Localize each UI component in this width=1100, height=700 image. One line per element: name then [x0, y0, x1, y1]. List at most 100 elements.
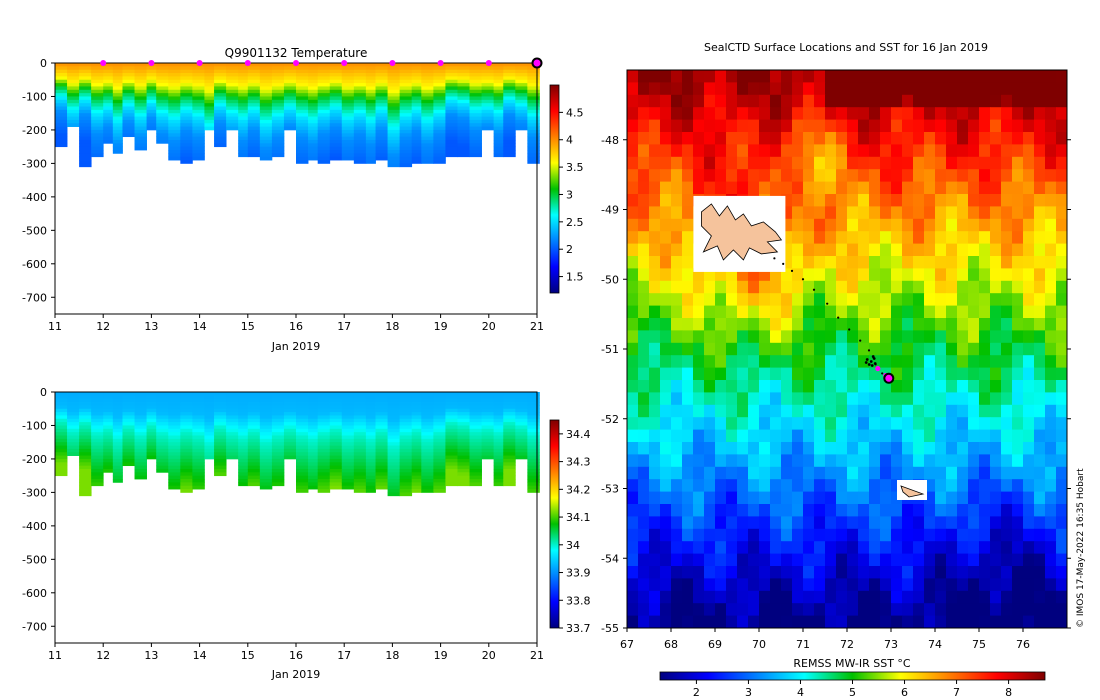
section-cell	[375, 445, 388, 450]
sst-cell	[726, 156, 738, 170]
section-cell	[493, 93, 504, 97]
section-cell	[433, 99, 446, 104]
section-cell	[146, 415, 157, 420]
section-cell	[79, 448, 92, 453]
section-cell	[341, 113, 355, 117]
sst-cell	[693, 342, 705, 356]
sst-cell	[935, 169, 947, 183]
section-cell	[214, 123, 227, 127]
sst-cell	[1034, 454, 1046, 468]
sst-cell	[671, 504, 683, 517]
section-cell	[67, 109, 80, 114]
sst-cell	[737, 355, 749, 369]
sst-cell	[825, 330, 837, 344]
sst-cell	[836, 268, 848, 282]
sst-cell	[979, 330, 991, 344]
sst-cell	[759, 442, 771, 455]
section-cell	[445, 113, 458, 117]
section-cell	[411, 465, 422, 470]
section-cell	[103, 123, 114, 127]
sst-cell	[682, 491, 694, 505]
section-cell	[317, 153, 331, 158]
sst-cell	[891, 491, 903, 505]
sst-cell	[1034, 355, 1046, 369]
section-cell	[55, 79, 68, 84]
section-cell	[214, 143, 227, 148]
section-cell	[527, 106, 540, 111]
sst-cell	[770, 417, 782, 431]
sst-cell	[924, 429, 936, 443]
sst-cell	[770, 156, 782, 170]
sst-cell	[1001, 330, 1013, 344]
section-cell	[247, 129, 261, 134]
section-cell	[168, 448, 181, 453]
section-cell	[527, 143, 540, 148]
section-cell	[515, 392, 528, 396]
section-cell	[421, 79, 434, 84]
sst-cell	[638, 553, 650, 567]
section-cell	[134, 442, 147, 446]
x-tick-label: 16	[289, 320, 303, 333]
sst-cell	[1034, 94, 1046, 108]
sst-cell	[671, 541, 683, 555]
section-cell	[445, 412, 458, 416]
sst-cell	[913, 144, 925, 158]
section-cell	[79, 482, 92, 487]
section-cell	[445, 482, 458, 487]
section-cell	[445, 119, 458, 124]
sst-cell	[671, 268, 683, 282]
section-cell	[527, 139, 540, 144]
section-cell	[445, 479, 458, 483]
salinity-plot	[55, 392, 540, 497]
sst-cell	[660, 206, 672, 220]
section-cell	[168, 402, 181, 406]
section-cell	[180, 428, 193, 433]
sst-cell	[1023, 553, 1035, 567]
sst-cell	[682, 454, 694, 468]
section-cell	[433, 160, 446, 164]
sst-cell	[759, 380, 771, 393]
sst-cell	[891, 218, 903, 232]
sst-cell	[891, 144, 903, 158]
section-cell	[238, 69, 249, 74]
section-cell	[317, 150, 331, 154]
section-cell	[79, 438, 92, 443]
section-cell	[387, 93, 401, 97]
section-cell	[433, 435, 446, 440]
section-cell	[134, 438, 147, 443]
section-cell	[375, 143, 388, 148]
section-cell	[192, 133, 205, 138]
section-cell	[365, 143, 376, 148]
sst-cell	[880, 479, 892, 493]
section-cell	[91, 83, 104, 87]
section-cell	[515, 86, 528, 91]
section-cell	[79, 462, 92, 467]
section-cell	[527, 73, 540, 77]
section-cell	[112, 66, 123, 71]
section-cell	[226, 113, 239, 117]
sst-cell	[1001, 342, 1013, 356]
sst-cell	[979, 603, 991, 617]
section-cell	[469, 116, 482, 121]
sst-cell	[979, 243, 991, 257]
sst-cell	[1001, 156, 1013, 170]
sst-cell	[682, 516, 694, 530]
section-cell	[387, 485, 401, 490]
sst-cell	[627, 318, 639, 331]
sst-cell	[913, 553, 925, 567]
sst-cell	[627, 392, 639, 406]
section-cell	[259, 123, 273, 127]
section-cell	[168, 103, 181, 107]
section-cell	[226, 99, 239, 104]
section-cell	[387, 448, 401, 453]
section-cell	[283, 73, 297, 77]
sst-cell	[902, 417, 914, 431]
sst-cell	[902, 107, 914, 121]
sst-cell	[946, 380, 958, 393]
section-cell	[238, 408, 249, 413]
sst-cell	[968, 243, 980, 257]
section-cell	[168, 66, 181, 71]
section-cell	[469, 442, 482, 446]
section-cell	[146, 438, 157, 443]
section-cell	[375, 479, 388, 483]
